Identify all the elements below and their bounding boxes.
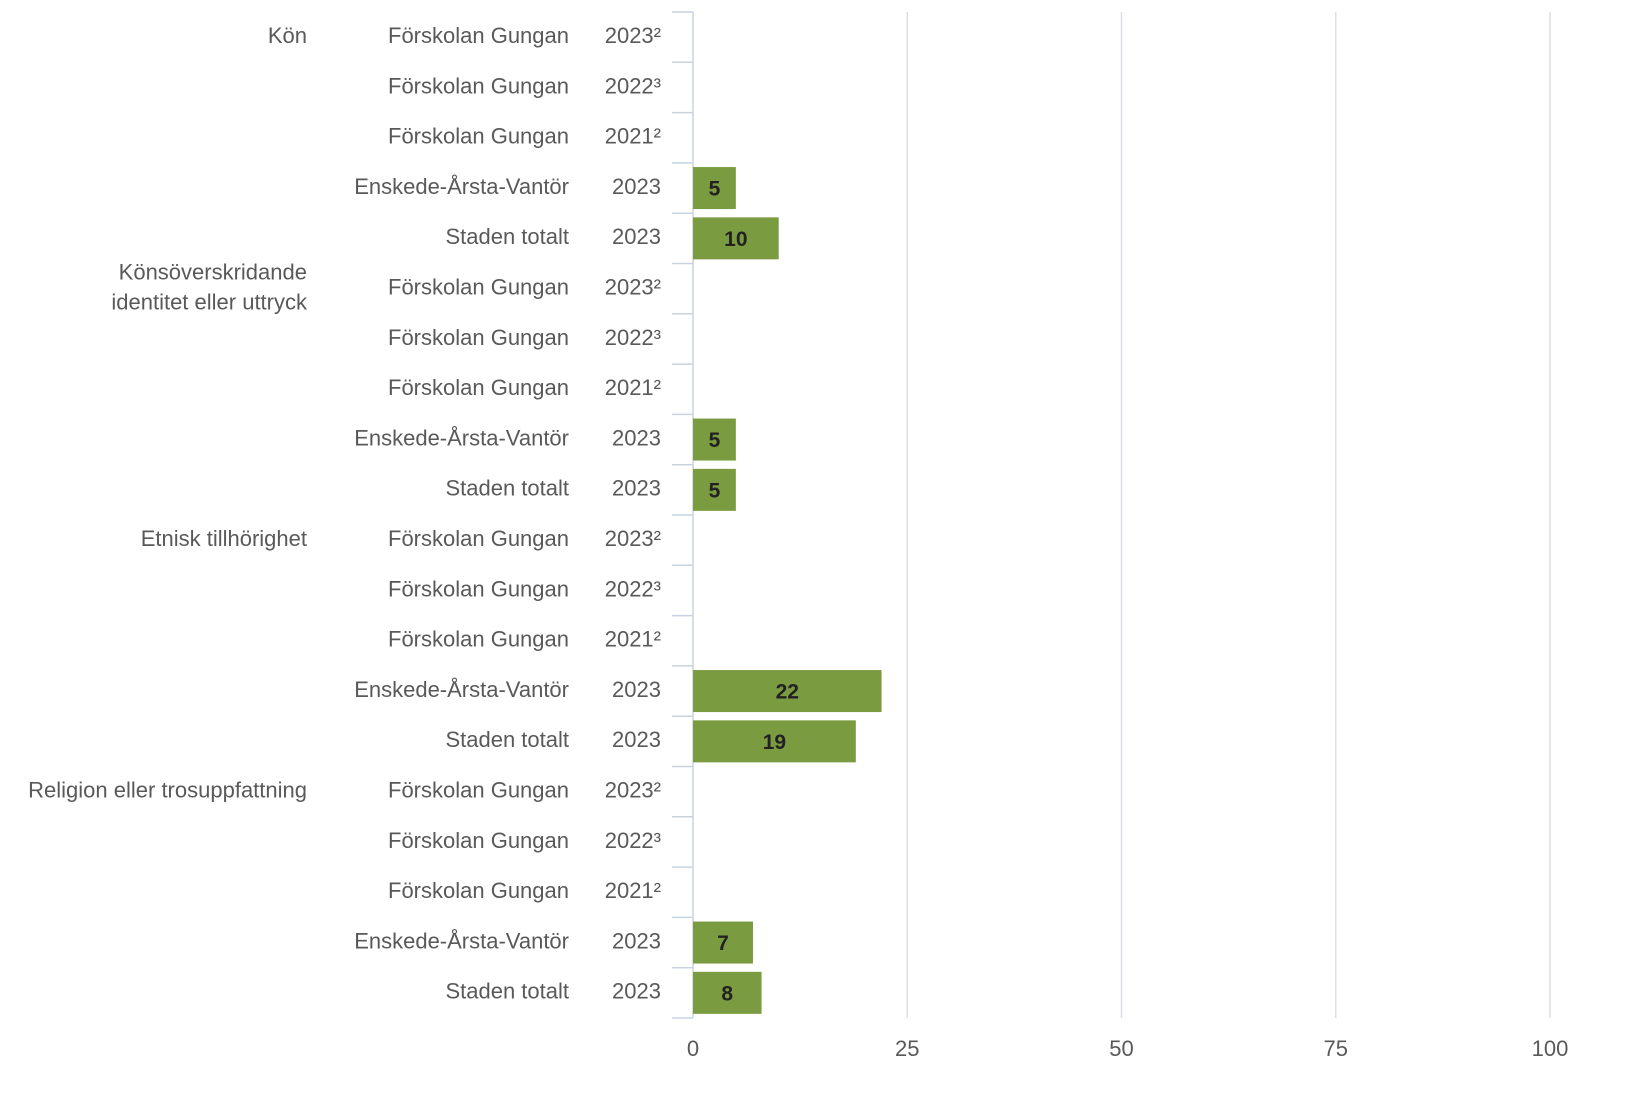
year-label: 2023 bbox=[612, 979, 661, 1004]
unit-label: Förskolan Gungan bbox=[388, 124, 569, 149]
year-label: 2023² bbox=[605, 274, 661, 299]
unit-label: Förskolan Gungan bbox=[388, 627, 569, 652]
year-label: 2023 bbox=[612, 476, 661, 501]
unit-label: Förskolan Gungan bbox=[388, 274, 569, 299]
year-label: 2023 bbox=[612, 677, 661, 702]
unit-label: Enskede-Årsta-Vantör bbox=[354, 425, 569, 450]
unit-label: Förskolan Gungan bbox=[388, 526, 569, 551]
year-label: 2021² bbox=[605, 375, 661, 400]
bar bbox=[693, 971, 762, 1014]
value-label: 5 bbox=[709, 429, 721, 452]
unit-label: Enskede-Årsta-Vantör bbox=[354, 677, 569, 702]
unit-label: Förskolan Gungan bbox=[388, 777, 569, 802]
year-label: 2023² bbox=[605, 23, 661, 48]
unit-label: Staden totalt bbox=[445, 476, 569, 501]
value-label: 5 bbox=[709, 178, 721, 201]
unit-label: Förskolan Gungan bbox=[388, 23, 569, 48]
unit-label: Enskede-Årsta-Vantör bbox=[354, 174, 569, 199]
value-label: 10 bbox=[724, 228, 747, 251]
year-label: 2023 bbox=[612, 928, 661, 953]
year-label: 2022³ bbox=[605, 828, 661, 853]
x-tick-label: 25 bbox=[895, 1036, 919, 1061]
year-label: 2023 bbox=[612, 425, 661, 450]
value-label: 22 bbox=[776, 681, 799, 704]
unit-label: Förskolan Gungan bbox=[388, 325, 569, 350]
x-tick-label: 100 bbox=[1532, 1036, 1569, 1061]
year-label: 2022³ bbox=[605, 325, 661, 350]
x-tick-label: 75 bbox=[1324, 1036, 1348, 1061]
value-label: 7 bbox=[717, 932, 729, 955]
year-label: 2023 bbox=[612, 727, 661, 752]
unit-label: Enskede-Årsta-Vantör bbox=[354, 928, 569, 953]
value-label: 19 bbox=[763, 731, 786, 754]
unit-label: Förskolan Gungan bbox=[388, 878, 569, 903]
group-label: Kön bbox=[268, 23, 307, 48]
year-label: 2023² bbox=[605, 526, 661, 551]
x-tick-label: 0 bbox=[687, 1036, 699, 1061]
unit-label: Förskolan Gungan bbox=[388, 828, 569, 853]
year-label: 2023 bbox=[612, 174, 661, 199]
group-label: Religion eller trosuppfattning bbox=[28, 777, 307, 802]
bar bbox=[693, 418, 736, 461]
year-label: 2023 bbox=[612, 224, 661, 249]
bar bbox=[693, 720, 856, 763]
year-label: 2022³ bbox=[605, 73, 661, 98]
bar bbox=[693, 167, 736, 210]
unit-label: Staden totalt bbox=[445, 224, 569, 249]
bar bbox=[693, 670, 882, 713]
unit-label: Förskolan Gungan bbox=[388, 73, 569, 98]
year-label: 2021² bbox=[605, 878, 661, 903]
bar bbox=[693, 468, 736, 511]
year-label: 2022³ bbox=[605, 576, 661, 601]
group-label: Etnisk tillhörighet bbox=[141, 526, 307, 551]
year-label: 2021² bbox=[605, 627, 661, 652]
bar bbox=[693, 921, 753, 964]
x-tick-label: 50 bbox=[1109, 1036, 1133, 1061]
bar bbox=[693, 217, 779, 260]
value-label: 5 bbox=[709, 479, 721, 502]
unit-label: Förskolan Gungan bbox=[388, 576, 569, 601]
year-label: 2023² bbox=[605, 777, 661, 802]
unit-label: Staden totalt bbox=[445, 979, 569, 1004]
year-label: 2021² bbox=[605, 124, 661, 149]
group-label: Könsöverskridande identitet eller uttryck bbox=[111, 259, 308, 314]
unit-label: Förskolan Gungan bbox=[388, 375, 569, 400]
unit-label: Staden totalt bbox=[445, 727, 569, 752]
value-label: 8 bbox=[721, 982, 733, 1005]
